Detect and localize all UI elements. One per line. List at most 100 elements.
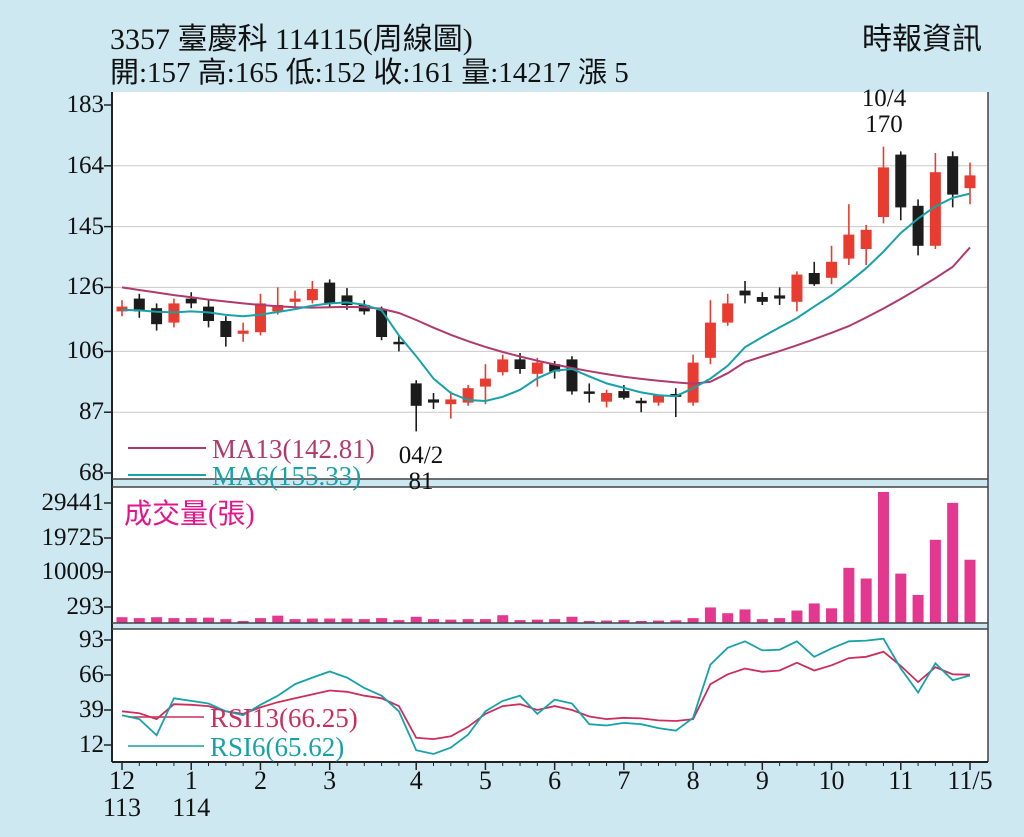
candlestick [722,303,734,323]
rsi13-line [121,650,971,741]
candlestick [791,274,803,302]
candlestick [912,205,924,246]
candlestick [826,261,838,278]
volume-bar [670,620,682,623]
volume-bar [877,492,889,623]
month-label: 8 [686,766,700,795]
source-label: 時報資訊 [862,23,982,56]
volume-bar [549,619,561,623]
candlestick [462,388,474,403]
candlestick [601,393,613,402]
volume-bar [306,618,318,623]
candlestick [860,229,872,249]
volume-bar [116,617,128,623]
volume-bar [410,616,422,623]
volume-bar [393,620,405,623]
volume-bar [843,567,855,623]
candlestick [410,383,422,406]
volume-bar [756,619,768,623]
candlestick [306,289,318,301]
rsi-pane-bg [112,629,988,762]
candlestick [393,341,405,345]
rsi6-legend-label: RSI6(65.62) [210,732,345,762]
candlestick [583,391,595,394]
month-label: 6 [548,766,562,795]
volume-bar [635,620,647,623]
volume-bar [237,620,249,623]
volume-bar [479,619,491,623]
price-axis-label: 145 [66,212,105,240]
candlestick [133,298,145,312]
candlestick [652,394,664,403]
month-label: 11/5 [947,766,993,795]
low-annotation-price: 81 [408,468,434,495]
candlestick [947,156,959,195]
volume-bar [601,620,613,623]
candlestick [808,273,820,285]
volume-pane-bg [112,487,988,623]
volume-bar [151,617,163,623]
price-axis-label: 106 [66,337,105,365]
low-annotation: 04/2 81 [371,443,471,495]
candlestick [635,400,647,404]
rsi6-line [121,637,971,755]
volume-bar [652,620,664,623]
candlestick [964,175,976,189]
high-annotation-date: 10/4 [861,85,907,112]
price-axis-label: 164 [66,151,105,179]
volume-bar [791,610,803,623]
candlestick [254,303,266,333]
volume-axis-label: 10009 [41,558,105,585]
volume-bar [929,539,941,623]
month-label: 12 [109,766,135,795]
candlestick [566,359,578,392]
month-label: 2 [253,766,267,795]
volume-bar [254,618,266,623]
candlestick [756,297,768,302]
ma13-line [121,246,971,385]
volume-bar [168,618,180,623]
rsi-axis-label: 66 [79,661,104,688]
volume-axis-label: 293 [66,593,105,620]
ohlc-summary: 開:157 高:165 低:152 收:161 量:14217 漲 5 [110,57,629,89]
volume-bar [618,620,630,623]
month-label: 10 [818,766,845,795]
month-label: 1 [184,766,198,795]
candlestick [895,154,907,208]
ma6-line [121,192,971,403]
candlestick [185,298,197,304]
volume-bar [566,616,578,623]
low-annotation-date: 04/2 [398,442,444,469]
rsi13-legend-label: RSI13(66.25) [210,703,358,733]
candlestick [428,399,440,403]
volume-bar [895,573,907,623]
volume-bar [826,608,838,623]
volume-bar [497,615,509,623]
ma6-legend-label: MA6(155.33) [212,461,362,491]
volume-bar [514,620,526,623]
candlestick [445,399,457,405]
candlestick [203,306,215,321]
volume-bar [808,603,820,623]
volume-bar [358,619,370,623]
month-label: 9 [755,766,769,795]
volume-bar [203,617,215,623]
candlestick [479,378,491,387]
high-annotation: 10/4 170 [834,86,934,138]
volume-bar [860,578,872,623]
candlestick [929,172,941,246]
volume-bar [687,618,699,623]
candlestick [549,364,561,372]
volume-bar [341,618,353,623]
volume-bar [133,618,145,623]
rsi-axis-label: 39 [79,696,104,723]
volume-bar [324,618,336,623]
candlestick [237,330,249,334]
volume-axis-label: 29441 [41,489,105,516]
month-label: 7 [617,766,631,795]
volume-bar [947,502,959,623]
page-title: 3357 臺慶科 114115(周線圖) [110,23,473,56]
candlestick [514,359,526,369]
